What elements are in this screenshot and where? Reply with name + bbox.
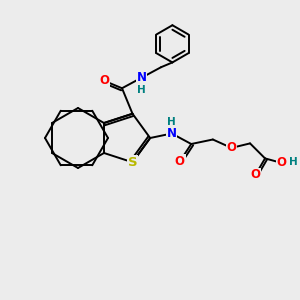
Text: S: S [128, 156, 137, 169]
Text: H: H [289, 157, 297, 167]
Text: O: O [175, 155, 185, 168]
Text: H: H [137, 85, 146, 95]
Text: N: N [136, 71, 146, 84]
Text: O: O [277, 156, 286, 170]
Text: H: H [167, 117, 176, 127]
Text: O: O [226, 141, 236, 154]
Text: N: N [167, 127, 177, 140]
Text: O: O [250, 168, 260, 182]
Text: O: O [99, 74, 109, 87]
